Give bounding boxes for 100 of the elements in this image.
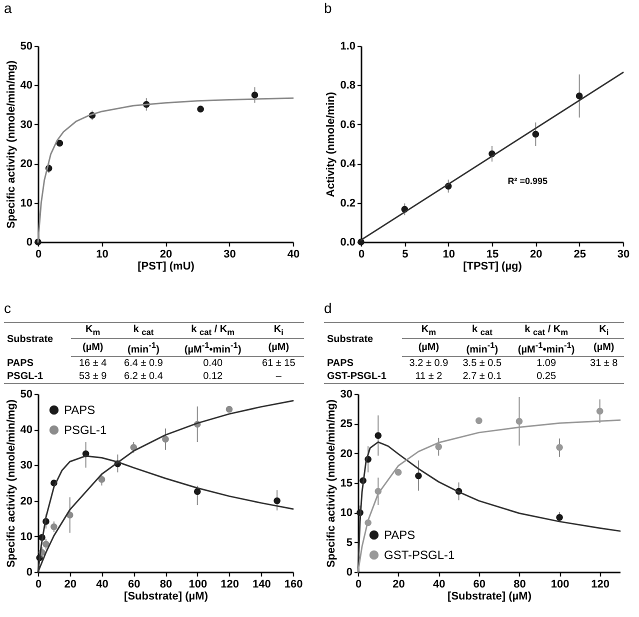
x-tick-label: 120 — [220, 578, 239, 591]
x-tick-label: 100 — [188, 578, 208, 591]
annotation: R² =0.995 — [508, 176, 548, 186]
text: 6.2 ± 0.4 — [123, 370, 164, 384]
text: (µM) — [71, 338, 115, 357]
y-tick-label: 50 — [20, 40, 32, 52]
x-axis-title: [Substrate] (µM) — [448, 590, 532, 603]
x-tick-label: 40 — [287, 248, 300, 260]
text: 2.7 ± 0.1 — [462, 370, 503, 384]
x-tick-label: 60 — [473, 578, 486, 591]
text: K$_{i}$ — [253, 322, 304, 338]
text: (µM$^{-1}$•min$^{-1}$) — [508, 338, 584, 357]
x-tick-label: 20 — [160, 248, 172, 260]
text: Substrate — [326, 333, 374, 348]
text: 3.5 ± 0.5 — [462, 357, 503, 370]
chart-title: b — [323, 0, 333, 18]
text: 3.2 ± 0.9 — [408, 357, 450, 370]
y-tick-label: 0 — [346, 566, 352, 579]
text: K$_{m}$ — [402, 322, 456, 338]
text: PSGL-1 — [6, 370, 44, 384]
text: 61 ± 15 — [261, 357, 296, 370]
y-tick-label: 10 — [20, 531, 32, 544]
y-tick-label: 1.0 — [340, 40, 356, 52]
y-axis-title: Specific activity (nmole/min/mg) — [5, 399, 18, 568]
y-tick-label: 5 — [346, 537, 352, 550]
x-tick-label: 30 — [224, 248, 236, 260]
x-tick-label: 60 — [128, 578, 140, 591]
text: (µM$^{-1}$•min$^{-1}$) — [172, 338, 254, 357]
text: 0.25 — [536, 370, 558, 384]
y-tick-label: 40 — [20, 424, 32, 436]
y-axis-title: Specific activity (nmole/min/mg) — [325, 399, 338, 568]
text: (min$^{-1}$) — [114, 338, 172, 357]
x-tick-label: 10 — [442, 248, 455, 260]
y-tick-label: 0 — [26, 566, 32, 579]
text: (µM) — [253, 338, 304, 357]
text: 0.40 — [202, 357, 224, 370]
text: 53 ± 9 — [78, 370, 108, 384]
x-tick-label: 20 — [64, 578, 76, 591]
text: 0.12 — [202, 370, 224, 384]
y-tick-label: 10 — [340, 507, 352, 520]
text: k $_{cat}$ — [455, 322, 509, 338]
x-tick-label: 80 — [160, 578, 172, 591]
x-tick-label: 15 — [486, 248, 499, 260]
x-tick-label: 20 — [392, 578, 405, 591]
x-tick-label: 120 — [591, 578, 610, 591]
x-tick-label: 30 — [617, 248, 630, 260]
x-tick-label: 0 — [35, 578, 42, 591]
legend-label: PAPS — [384, 528, 416, 542]
chart-title: c — [3, 300, 12, 318]
y-tick-label: 10 — [20, 197, 32, 210]
legend-label: PSGL-1 — [64, 423, 108, 438]
x-tick-label: 100 — [550, 578, 570, 591]
text: GST-PSGL-1 — [326, 370, 388, 384]
text: K$_{i}$ — [584, 322, 624, 338]
x-tick-label: 20 — [530, 248, 542, 260]
x-axis-title: [Substrate] (µM) — [124, 590, 208, 603]
x-tick-label: 0 — [358, 248, 365, 260]
text: PAPS — [6, 357, 34, 370]
y-tick-label: 0.4 — [340, 158, 356, 170]
text: k $_{cat}$ / K$_{m}$ — [508, 322, 584, 338]
x-tick-label: 40 — [96, 578, 108, 591]
text: 1.09 — [536, 357, 558, 370]
y-tick-label: 0.6 — [340, 118, 356, 131]
y-tick-label: 15 — [340, 478, 352, 490]
y-tick-label: 20 — [340, 448, 352, 460]
y-axis-title: Activity (nmole/min) — [325, 92, 338, 198]
x-axis-title: [TPST] (µg) — [463, 260, 522, 272]
y-tick-label: 20 — [20, 496, 32, 508]
text: 6.4 ± 0.9 — [123, 357, 164, 370]
y-tick-label: 0.8 — [340, 80, 356, 92]
x-tick-label: 140 — [252, 578, 271, 591]
y-tick-label: 30 — [20, 460, 32, 472]
text: k $_{cat}$ / K$_{m}$ — [172, 322, 254, 338]
x-tick-label: 10 — [96, 248, 108, 260]
y-tick-label: 0.2 — [340, 197, 356, 210]
y-tick-label: 20 — [20, 158, 32, 170]
x-tick-label: 160 — [284, 578, 303, 591]
y-tick-label: 50 — [20, 388, 32, 401]
y-tick-label: 0 — [26, 236, 32, 248]
y-tick-label: 30 — [20, 118, 32, 131]
y-tick-label: 30 — [340, 388, 352, 401]
text: – — [274, 370, 282, 384]
text: 31 ± 8 — [589, 357, 619, 370]
text: k $_{cat}$ — [114, 322, 172, 338]
x-axis-title: [PST] (mU) — [138, 260, 195, 272]
text: 11 ± 2 — [414, 370, 444, 384]
y-tick-label: 0.0 — [340, 236, 356, 248]
x-tick-label: 25 — [574, 248, 586, 260]
text: (min$^{-1}$) — [455, 338, 509, 357]
text: K$_{m}$ — [71, 322, 115, 338]
y-axis-title: Specific activity (nmole/min/mg) — [5, 60, 18, 229]
text: (µM) — [402, 338, 456, 357]
text: Substrate — [6, 333, 54, 348]
x-tick-label: 0 — [35, 248, 42, 260]
text: 16 ± 4 — [78, 357, 108, 370]
x-tick-label: 40 — [432, 578, 446, 591]
y-tick-label: 40 — [20, 80, 32, 92]
legend-label: GST-PSGL-1 — [384, 548, 456, 562]
chart-title: d — [323, 300, 333, 318]
x-tick-label: 80 — [514, 578, 526, 591]
